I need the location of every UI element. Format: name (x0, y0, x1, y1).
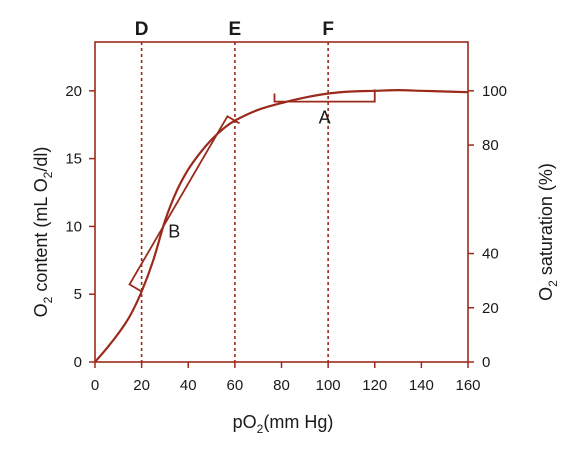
bracket-b-label: B (168, 221, 180, 241)
y-right-tick-label: 80 (482, 137, 499, 154)
y-axis-left-label: O2 content (mL O2/dl) (31, 147, 55, 318)
marker-label-e: E (229, 19, 242, 40)
y-right-tick-label: 0 (482, 354, 490, 371)
x-tick-label: 140 (409, 377, 434, 394)
x-tick-label: 160 (455, 377, 480, 394)
y-right-tick-label: 40 (482, 246, 499, 263)
x-tick-label: 40 (180, 377, 197, 394)
x-tick-label: 80 (273, 377, 290, 394)
x-axis-label: pO2(mm Hg) (233, 412, 334, 436)
x-tick-label: 60 (227, 377, 244, 394)
y-axis-right-label: O2 saturation (%) (536, 163, 560, 301)
bracket-a-label: A (319, 108, 331, 128)
curve-layer (94, 89, 469, 363)
marker-label-f: F (322, 19, 334, 40)
marker-label-d: D (135, 19, 149, 40)
dissociation-curve (94, 89, 469, 363)
y-left-tick-label: 10 (65, 218, 82, 235)
x-tick-label: 20 (133, 377, 150, 394)
x-tick-label: 0 (91, 377, 99, 394)
x-tick-label: 120 (362, 377, 387, 394)
annotation-brackets: AB (128, 89, 376, 293)
y-left-tick-label: 15 (65, 151, 82, 168)
y-left-tick-label: 20 (65, 83, 82, 100)
x-tick-label: 100 (316, 377, 341, 394)
y-right-tick-label: 20 (482, 300, 499, 317)
bracket-a (273, 89, 376, 103)
vertical-markers: D E F (135, 19, 334, 362)
y-left-tick-label: 5 (74, 286, 82, 303)
bracket-b (128, 115, 240, 293)
y-right-tick-label: 100 (482, 83, 507, 100)
y-left-tick-label: 0 (74, 354, 82, 371)
